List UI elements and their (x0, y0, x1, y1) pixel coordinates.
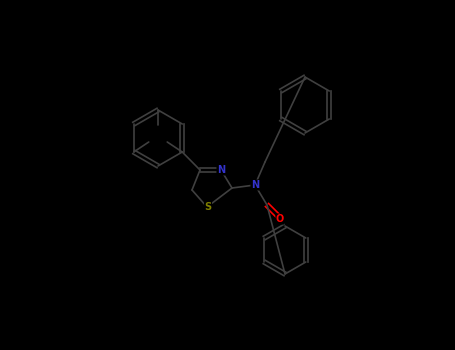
Text: N: N (217, 165, 225, 175)
Text: S: S (204, 202, 212, 212)
Text: O: O (276, 214, 284, 224)
Text: N: N (251, 180, 259, 190)
